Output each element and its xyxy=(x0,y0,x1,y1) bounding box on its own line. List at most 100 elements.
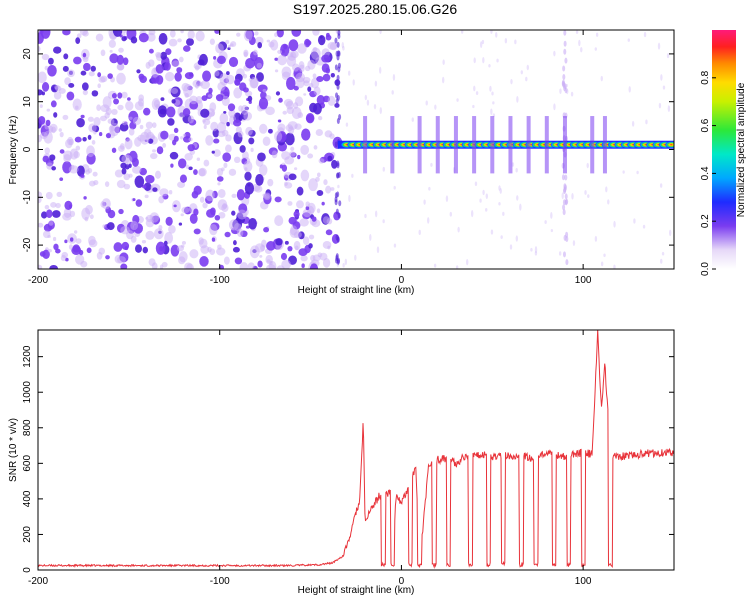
noise-blob xyxy=(189,213,198,224)
noise-blob xyxy=(199,196,205,203)
noise-blob xyxy=(525,76,528,82)
noise-blob xyxy=(106,222,115,231)
noise-blob xyxy=(622,170,625,174)
noise-blob xyxy=(472,104,475,109)
noise-blob xyxy=(75,37,81,44)
snr-series-line xyxy=(38,330,674,569)
noise-blob xyxy=(308,178,318,192)
noise-blob xyxy=(288,151,296,157)
noise-blob xyxy=(578,39,581,47)
noise-blob xyxy=(154,170,161,179)
noise-blob xyxy=(233,156,241,164)
noise-blob xyxy=(42,230,51,239)
noise-blob xyxy=(169,30,176,38)
noise-blob xyxy=(132,157,139,167)
noise-blob xyxy=(315,129,323,137)
noise-blob xyxy=(305,201,310,208)
noise-blob xyxy=(229,43,234,47)
noise-blob xyxy=(660,74,663,81)
x-tick-label: 100 xyxy=(575,275,592,286)
noise-blob xyxy=(308,243,313,249)
noise-blob xyxy=(245,57,255,69)
noise-blob xyxy=(50,100,57,108)
noise-blob xyxy=(310,254,316,262)
noise-blob xyxy=(153,99,160,108)
noise-blob xyxy=(509,244,513,250)
noise-blob xyxy=(354,254,357,261)
noise-blob xyxy=(152,149,156,153)
noise-blob xyxy=(316,208,321,214)
noise-blob xyxy=(219,112,229,125)
noise-blob xyxy=(485,208,488,212)
noise-blob xyxy=(502,211,505,216)
noise-blob xyxy=(49,264,59,269)
noise-blob xyxy=(169,151,179,160)
noise-blob xyxy=(307,153,314,159)
noise-blob xyxy=(80,114,85,119)
pulse-mark xyxy=(544,116,549,174)
noise-blob xyxy=(121,91,128,99)
noise-blob xyxy=(121,241,130,250)
noise-blob xyxy=(73,230,78,234)
streak-blob xyxy=(335,79,339,86)
noise-blob xyxy=(117,256,126,264)
noise-blob xyxy=(561,192,564,200)
noise-blob xyxy=(102,96,112,109)
noise-blob xyxy=(254,31,259,36)
y-tick-label: 0 xyxy=(22,146,33,152)
noise-blob xyxy=(38,191,43,198)
noise-blob xyxy=(97,83,101,89)
noise-blob xyxy=(54,85,62,92)
noise-blob xyxy=(266,241,276,251)
noise-blob xyxy=(172,139,177,146)
noise-blob xyxy=(308,234,315,240)
noise-blob xyxy=(168,224,176,234)
noise-blob xyxy=(227,103,236,112)
noise-blob xyxy=(47,248,52,253)
noise-blob xyxy=(268,260,277,269)
noise-blob xyxy=(68,165,79,174)
pulse-mark xyxy=(363,116,368,174)
noise-blob xyxy=(38,89,44,96)
noise-blob xyxy=(128,163,132,168)
noise-blob xyxy=(69,237,74,242)
noise-blob xyxy=(325,229,333,236)
noise-blob xyxy=(166,106,176,118)
noise-blob xyxy=(164,62,171,71)
noise-blob xyxy=(158,195,165,204)
noise-blob xyxy=(278,97,283,103)
noise-blob xyxy=(379,107,382,115)
noise-blob xyxy=(170,87,179,94)
noise-blob xyxy=(667,105,671,112)
colorbar-tick-label: 0.4 xyxy=(700,166,711,180)
noise-blob xyxy=(38,264,43,269)
noise-blob xyxy=(287,245,293,252)
noise-blob xyxy=(302,236,310,246)
noise-blob xyxy=(41,211,48,219)
noise-blob xyxy=(189,95,198,105)
noise-blob xyxy=(231,193,237,198)
noise-blob xyxy=(72,244,81,253)
noise-blob xyxy=(112,30,123,37)
noise-blob xyxy=(259,255,263,258)
noise-blob xyxy=(40,30,51,39)
noise-blob xyxy=(274,32,278,38)
noise-blob xyxy=(152,187,158,192)
noise-blob xyxy=(102,224,106,229)
noise-blob xyxy=(553,50,556,57)
noise-blob xyxy=(45,209,53,218)
noise-blob xyxy=(142,246,148,254)
noise-blob xyxy=(209,102,217,112)
streak-blob xyxy=(563,184,567,191)
noise-blob xyxy=(201,95,208,101)
noise-blob xyxy=(188,137,193,142)
noise-blob xyxy=(280,252,288,261)
noise-blob xyxy=(165,48,172,56)
noise-blob xyxy=(92,171,98,177)
noise-blob xyxy=(124,138,133,150)
noise-blob xyxy=(167,118,175,126)
noise-blob xyxy=(211,150,215,154)
noise-blob xyxy=(586,162,589,169)
noise-blob xyxy=(441,76,445,84)
